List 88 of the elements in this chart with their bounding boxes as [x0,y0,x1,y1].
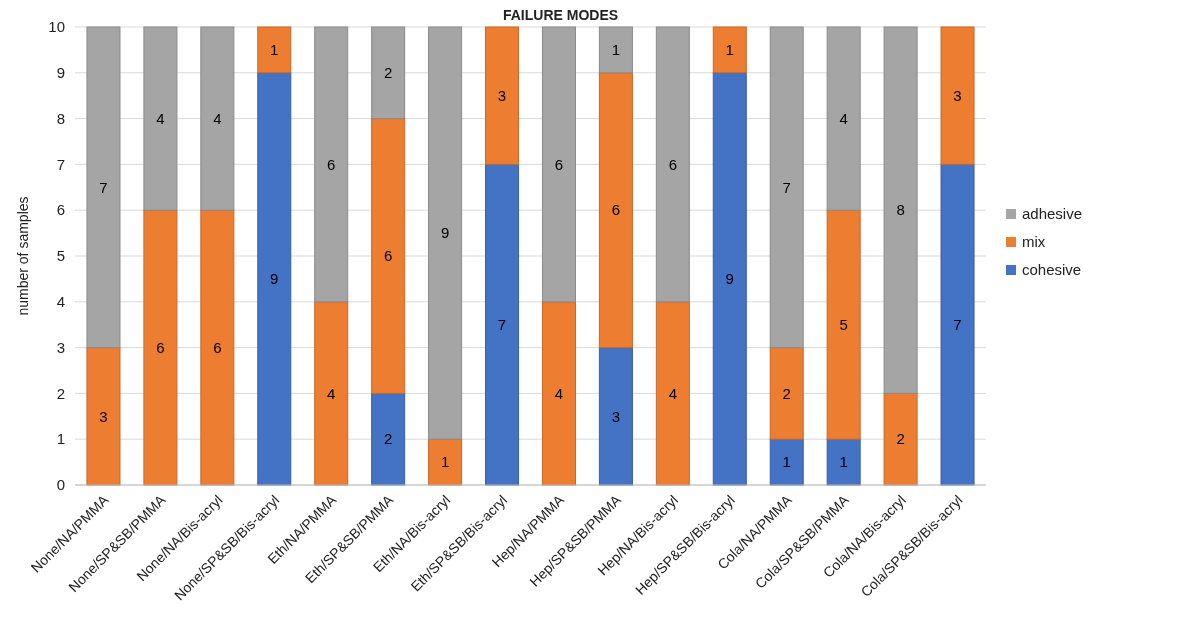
data-label: 1 [611,41,621,59]
data-label: 2 [383,430,393,448]
data-label: 9 [270,270,279,288]
bar [428,438,463,486]
data-label: 6 [668,155,678,173]
bar [485,26,520,165]
bar [598,347,633,486]
bar [769,26,804,349]
data-label: 9 [440,224,450,242]
data-label: 6 [327,155,336,173]
data-label: 9 [725,270,734,288]
bar [940,163,975,486]
bar [257,26,292,74]
data-label: 7 [497,315,507,333]
data-label: 1 [440,453,450,471]
data-label: 1 [782,453,791,471]
y-tick-label: 1 [56,430,65,448]
bar [371,26,406,120]
data-label: 2 [782,384,791,402]
y-tick-label: 9 [56,64,65,82]
bar [541,301,576,486]
data-label: 2 [896,430,905,448]
bar [826,438,861,486]
data-label: 6 [213,338,222,356]
bar [314,301,349,486]
y-tick-label: 0 [56,476,65,494]
y-tick-label: 2 [56,384,65,402]
bar [769,347,804,440]
y-tick-label: 3 [56,338,65,356]
bar [200,209,235,486]
bar [826,26,861,211]
bar [541,26,576,303]
data-label: 3 [497,86,507,104]
data-label: 8 [896,201,905,219]
data-label: 7 [782,178,791,196]
bar [712,26,747,74]
data-label: 2 [383,64,393,82]
bar [200,26,235,211]
bar [883,392,918,486]
bar [371,118,406,394]
bar [655,301,690,486]
y-tick-label: 10 [48,18,65,36]
data-label: 1 [270,41,279,59]
bar [598,26,633,74]
data-label: 5 [839,315,848,333]
bar [314,26,349,303]
data-label: 6 [156,338,165,356]
data-label: 3 [611,407,621,425]
y-tick-label: 5 [56,247,65,265]
data-label: 6 [554,155,564,173]
bar [712,72,747,486]
y-tick-label: 8 [56,109,65,127]
data-label: 7 [99,178,108,196]
bar [86,347,121,486]
chart-title: FAILURE MODES [502,7,619,23]
legend-label: adhesive [1022,205,1083,223]
data-label: 4 [668,384,678,402]
data-label: 4 [213,109,222,127]
data-label: 7 [953,315,962,333]
bar [143,209,178,486]
bar [371,392,406,486]
bar [86,26,121,349]
data-label: 4 [327,384,336,402]
data-label: 1 [725,41,734,59]
y-tick-label: 7 [56,155,65,173]
bar [826,209,861,440]
bar [257,72,292,486]
data-label: 6 [383,247,393,265]
legend-label: cohesive [1022,261,1082,279]
data-label: 4 [839,109,848,127]
legend-label: mix [1022,233,1046,251]
bar [655,26,690,303]
y-tick-label: 6 [56,201,65,219]
bar [598,72,633,349]
bar [485,163,520,486]
data-label: 1 [839,453,848,471]
data-label: 6 [611,201,621,219]
data-label: 4 [156,109,165,127]
data-label: 4 [554,384,564,402]
y-axis-title: number of samples [15,196,31,316]
y-tick-label: 4 [56,293,65,311]
bar [769,438,804,486]
data-label: 3 [953,86,962,104]
bar [143,26,178,211]
data-label: 3 [99,407,108,425]
bar [883,26,918,394]
bar [428,26,463,440]
bar [940,26,975,165]
